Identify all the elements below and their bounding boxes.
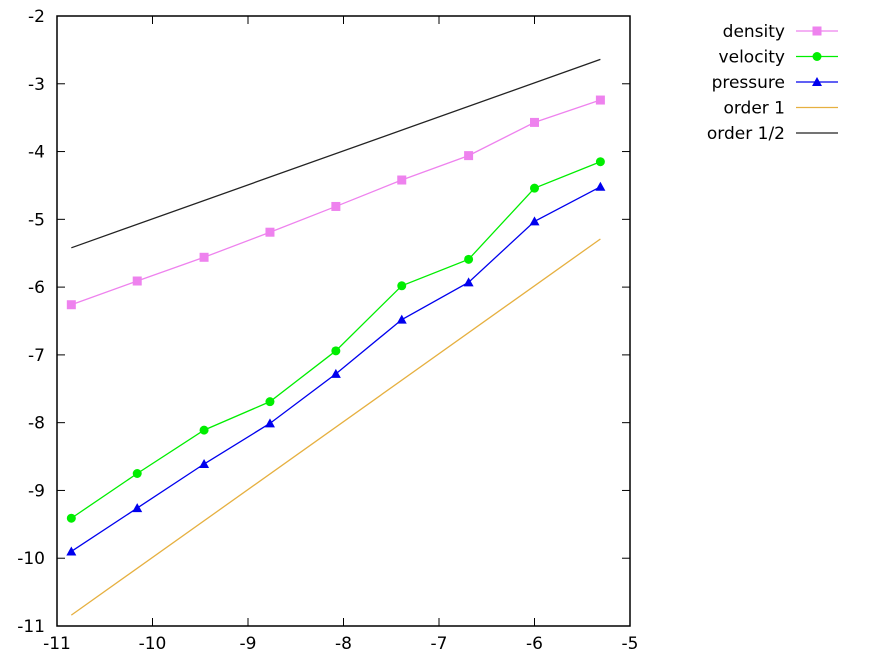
data-point (530, 183, 539, 193)
y-tick-label: -11 (17, 617, 45, 637)
series-layer (66, 58, 606, 616)
data-point (132, 503, 143, 513)
y-tick-label: -9 (28, 481, 45, 501)
data-point (463, 277, 474, 287)
y-tick-label: -5 (28, 210, 45, 230)
y-tick-label: -2 (28, 7, 45, 27)
series-line (71, 58, 601, 249)
y-tick-label: -10 (17, 549, 45, 569)
data-point (132, 469, 142, 478)
data-point (199, 459, 210, 469)
x-tick-label: -11 (43, 634, 71, 654)
data-point (264, 418, 275, 428)
series-pressure (66, 181, 606, 556)
x-tick-label: -9 (240, 634, 257, 654)
x-tick-label: -5 (622, 634, 639, 654)
data-point (464, 254, 474, 264)
data-point (265, 227, 275, 237)
data-point (199, 252, 209, 262)
series-line (70, 161, 601, 519)
plot-frame (56, 15, 631, 627)
data-point (530, 117, 539, 127)
y-tick-label: -7 (28, 346, 45, 366)
data-point (595, 181, 606, 191)
data-point (199, 425, 209, 435)
data-point (66, 546, 77, 556)
data-point (265, 397, 275, 407)
legend-label: order 1 (723, 99, 785, 119)
series-order-1 (70, 238, 601, 616)
data-point (397, 281, 407, 291)
y-tick-label: -4 (28, 143, 45, 163)
legend-label: order 1/2 (707, 124, 785, 144)
legend-label: pressure (712, 73, 785, 93)
series-velocity (66, 157, 605, 523)
data-point (464, 151, 474, 161)
legend-label: density (723, 22, 785, 42)
x-tick-label: -8 (335, 634, 352, 654)
data-point (66, 300, 76, 310)
legend: density velocity pressure order 1 order 1/2 (707, 22, 838, 144)
series-order-1-2 (71, 58, 601, 249)
x-tick-label: -10 (139, 634, 167, 654)
data-point (331, 346, 341, 356)
data-point (595, 157, 605, 167)
series-density (66, 95, 605, 310)
legend-marker (812, 52, 822, 61)
series-line (70, 238, 601, 616)
legend-marker (812, 26, 822, 36)
data-point (529, 216, 540, 226)
y-tick-label: -8 (28, 414, 45, 434)
x-tick-label: -7 (431, 634, 448, 654)
x-tick-label: -6 (526, 634, 543, 654)
axes: -11 -10 -9 -8 -7 -6 -5 -11 -10 -9 -8 -7 -6 -5 -4 -3 -2 (17, 7, 638, 654)
data-point (397, 175, 407, 185)
data-point (330, 368, 341, 378)
data-point (595, 95, 605, 105)
y-tick-label: -3 (28, 75, 45, 95)
legend-marker (812, 77, 822, 86)
legend-label: velocity (719, 48, 785, 68)
data-point (396, 314, 407, 324)
data-point (66, 513, 76, 523)
y-tick-label: -6 (28, 278, 45, 298)
data-point (132, 276, 142, 286)
data-point (331, 201, 341, 211)
